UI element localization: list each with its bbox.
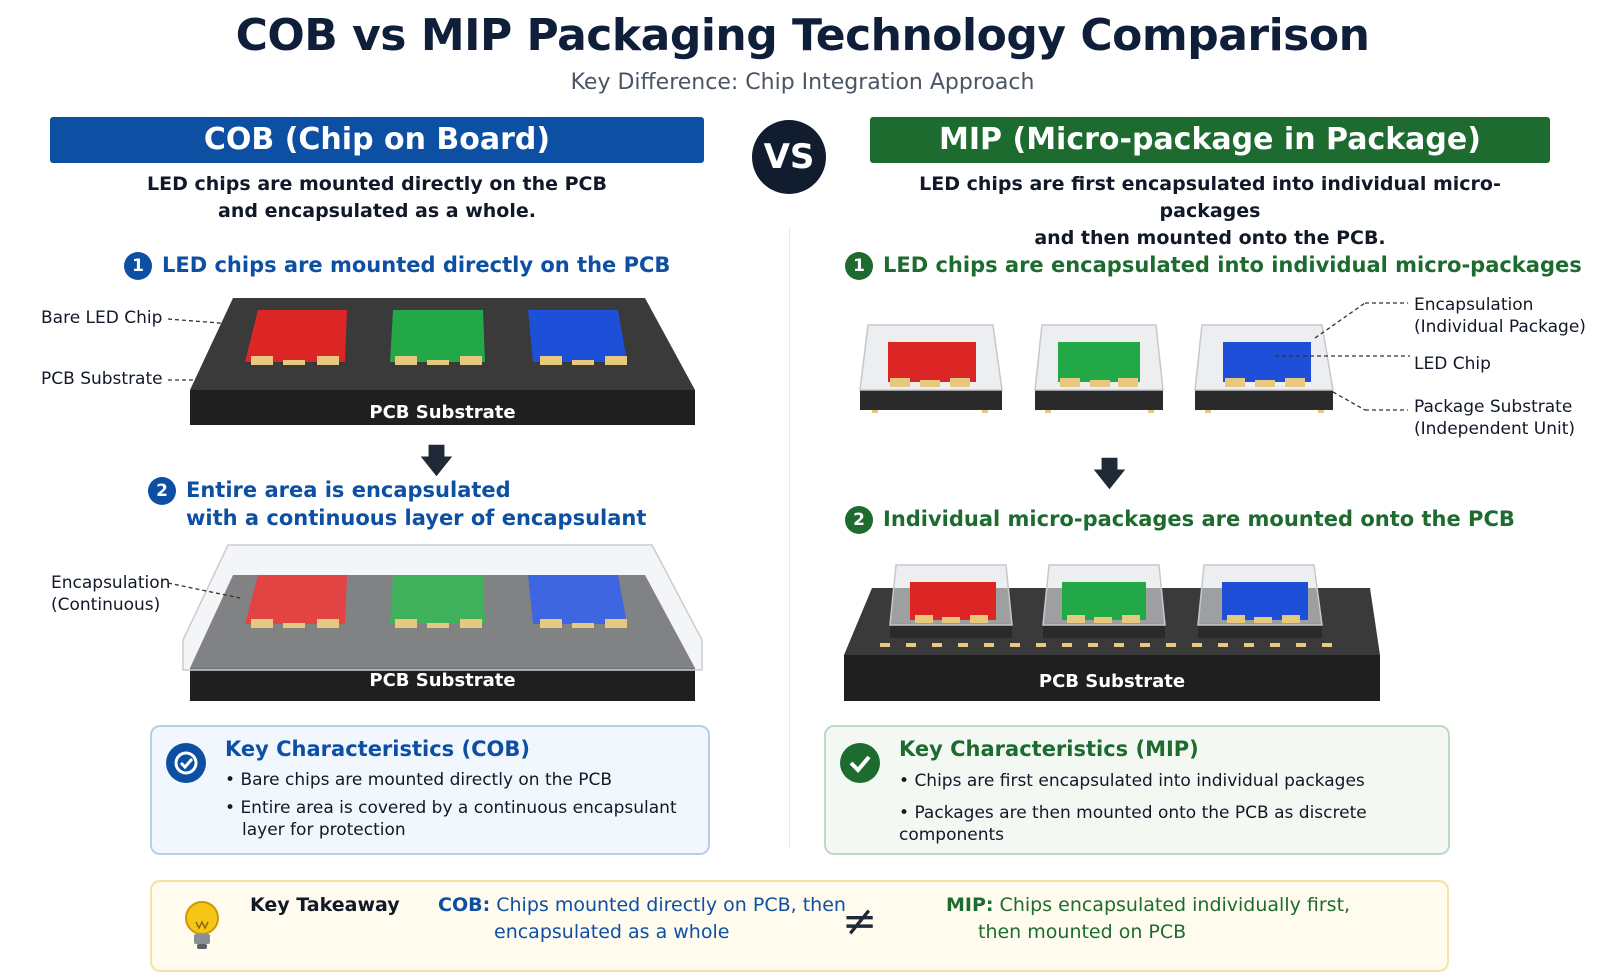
takeaway-mip-line2: then mounted on PCB: [978, 921, 1187, 943]
takeaway-cob-line2: encapsulated as a whole: [494, 921, 730, 943]
mip-micro-packages-diagram: [859, 302, 1410, 413]
cob-desc-line2: and encapsulated as a whole.: [218, 200, 536, 222]
mip-label-pkg-line1: Package Substrate: [1414, 397, 1573, 417]
mip-step2-text: Individual micro-packages are mounted on…: [883, 507, 1515, 531]
mip-step1-text: LED chips are encapsulated into individu…: [883, 253, 1582, 277]
cob-pcb-diagram: [167, 298, 695, 425]
takeaway-cob: COB: Chips mounted directly on PCB, then: [438, 891, 846, 919]
mip-label-pkg-line2: (Independent Unit): [1414, 419, 1576, 439]
cob-step2-line1: Entire area is encapsulated: [186, 478, 511, 502]
not-equal-symbol: ≠: [842, 896, 878, 945]
key-takeaway: Key Takeaway COB: Chips mounted directly…: [150, 880, 1449, 972]
down-arrow-icon: 🡇: [1092, 454, 1127, 494]
cob-key-item2-line2: layer for protection: [242, 820, 406, 840]
page-title: COB vs MIP Packaging Technology Comparis…: [235, 10, 1370, 61]
cob-label-pcb-substrate: PCB Substrate: [41, 369, 163, 389]
mip-key-characteristics: Key Characteristics (MIP) • Chips are fi…: [824, 725, 1450, 855]
mip-key-title: Key Characteristics (MIP): [899, 737, 1199, 761]
mip-description: LED chips are first encapsulated into in…: [870, 171, 1550, 252]
cob-pcb-label-2: PCB Substrate: [369, 670, 516, 691]
cob-pcb-label-1: PCB Substrate: [369, 402, 516, 423]
mip-banner: MIP (Micro-package in Package): [870, 117, 1550, 163]
cob-description: LED chips are mounted directly on the PC…: [50, 171, 704, 225]
cob-label-encap-line1: Encapsulation: [51, 573, 171, 593]
mip-step1-heading: 1 LED chips are encapsulated into individ…: [845, 252, 1582, 280]
cob-step1-text: LED chips are mounted directly on the PC…: [162, 253, 671, 277]
cob-step1-number: 1: [124, 252, 152, 280]
cob-label-encap-line2: (Continuous): [51, 595, 161, 615]
takeaway-mip-line1: Chips encapsulated individually first,: [999, 894, 1351, 916]
takeaway-mip-prefix: MIP:: [946, 894, 994, 916]
page-subtitle: Key Difference: Chip Integration Approac…: [570, 70, 1035, 95]
cob-key-title: Key Characteristics (COB): [225, 737, 530, 761]
mip-desc-line2: and then mounted onto the PCB.: [1034, 227, 1386, 249]
cob-desc-line1: LED chips are mounted directly on the PC…: [147, 173, 607, 195]
cob-label-bare-chip: Bare LED Chip: [41, 308, 163, 328]
cob-banner: COB (Chip on Board): [50, 117, 704, 163]
mip-mounted-green: [1042, 564, 1166, 638]
cob-key-item2-line1: Entire area is covered by a continuous e…: [240, 798, 677, 818]
mip-label-encap: Encapsulation (Individual Package): [1414, 294, 1586, 338]
mip-step2-number: 2: [845, 506, 873, 534]
mip-desc-line1: LED chips are first encapsulated into in…: [919, 173, 1501, 222]
takeaway-cob-line1: Chips mounted directly on PCB, then: [496, 894, 846, 916]
cob-step2-heading: 2 Entire area is encapsulated: [148, 477, 511, 505]
mip-label-pkg: Package Substrate (Independent Unit): [1414, 396, 1575, 440]
mip-mounted-blue: [1197, 564, 1323, 638]
mip-key-item2-text: Packages are then mounted onto the PCB a…: [899, 803, 1367, 845]
center-divider: [789, 228, 790, 848]
mip-pcb-label: PCB Substrate: [1038, 671, 1186, 692]
down-arrow-icon: 🡇: [419, 441, 454, 481]
cob-encapsulated-diagram: [167, 544, 703, 701]
mip-blue-package: [1194, 324, 1334, 413]
cob-step2-number: 2: [148, 477, 176, 505]
takeaway-mip: MIP: Chips encapsulated individually fir…: [946, 891, 1350, 919]
cob-key-item1: • Bare chips are mounted directly on the…: [225, 770, 613, 790]
cob-key-item2: • Entire area is covered by a continuous…: [225, 798, 677, 818]
takeaway-title: Key Takeaway: [250, 894, 400, 916]
mip-key-item2: • Packages are then mounted onto the PCB…: [899, 803, 1367, 845]
mip-mounted-diagram: [844, 564, 1380, 701]
cob-label-encap: Encapsulation (Continuous): [51, 572, 170, 616]
mip-key-item1: • Chips are first encapsulated into indi…: [899, 771, 1365, 791]
mip-label-led-chip: LED Chip: [1414, 354, 1491, 374]
takeaway-cob-prefix: COB:: [438, 894, 491, 916]
mip-key-item1-text: Chips are first encapsulated into indivi…: [914, 771, 1365, 791]
mip-green-package: [1034, 324, 1164, 413]
mip-step1-number: 1: [845, 252, 873, 280]
cob-green-chip: [390, 310, 485, 365]
cob-key-characteristics: Key Characteristics (COB) • Bare chips a…: [150, 725, 710, 855]
mip-step2-heading: 2 Individual micro-packages are mounted o…: [845, 506, 1515, 534]
mip-mounted-red: [889, 564, 1013, 638]
lightbulb-icon: [185, 901, 219, 949]
cob-step1-heading: 1 LED chips are mounted directly on the P…: [124, 252, 670, 280]
circle-check-icon: [166, 743, 206, 783]
mip-label-encap-line2: (Individual Package): [1414, 317, 1586, 337]
vs-badge: VS: [752, 120, 826, 194]
cob-red-chip: [245, 310, 347, 365]
cob-key-item1-text: Bare chips are mounted directly on the P…: [240, 770, 613, 790]
cob-step2-line2: with a continuous layer of encapsulant: [186, 506, 647, 530]
check-icon: [840, 743, 880, 783]
mip-label-encap-line1: Encapsulation: [1414, 295, 1534, 315]
mip-red-package: [859, 324, 1003, 413]
cob-blue-chip: [528, 310, 627, 365]
